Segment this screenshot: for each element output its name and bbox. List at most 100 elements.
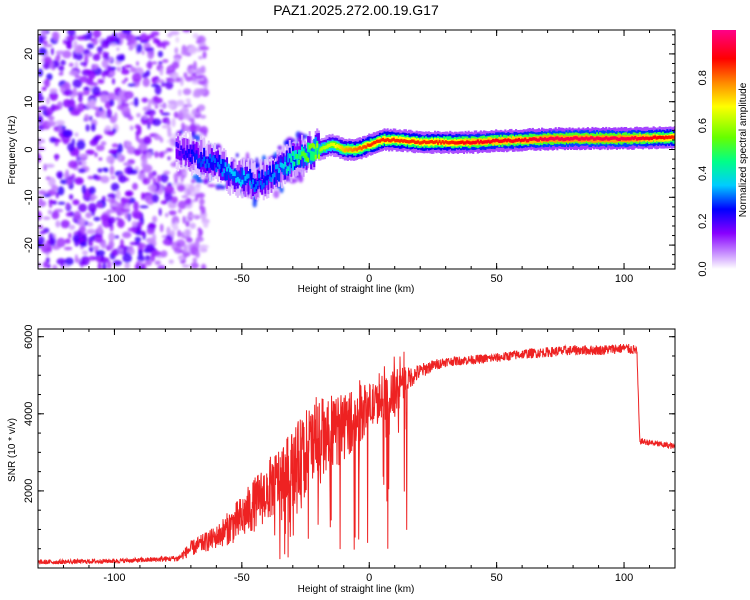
spectrogram-cell: [267, 175, 270, 190]
noise-blob: [173, 111, 179, 119]
noise-blob: [103, 168, 109, 173]
noise-blob: [122, 231, 132, 239]
spectrogram-cell: [314, 136, 317, 152]
noise-blob: [159, 109, 164, 114]
spectrogram-cell: [628, 137, 631, 141]
spectrogram-cell: [250, 184, 253, 189]
spectrogram-cell: [658, 135, 661, 139]
noise-blob: [72, 79, 83, 88]
spectrogram-cell: [403, 139, 406, 143]
x-tick-label: 50: [491, 572, 503, 584]
spectrogram-cell: [247, 173, 250, 179]
spectrogram-cell: [351, 148, 354, 152]
spectrogram-cell: [209, 153, 212, 159]
spectrogram-cell: [319, 148, 322, 152]
spectrogram-cell: [307, 148, 310, 164]
noise-blob: [220, 185, 226, 190]
spectrogram-cell: [223, 168, 226, 174]
noise-blob: [120, 197, 126, 203]
spectrogram-cell: [192, 144, 195, 154]
noise-blob: [175, 77, 182, 83]
spectrogram-cell: [190, 154, 193, 164]
spectrogram-cell: [333, 143, 336, 147]
noise-blob: [184, 229, 191, 237]
noise-blob: [141, 97, 149, 103]
spectrogram-cell: [224, 171, 227, 181]
noise-blob: [159, 137, 164, 143]
spectrogram-cell: [515, 138, 518, 142]
noise-blob: [147, 49, 155, 60]
noise-blob: [68, 160, 78, 169]
noise-blob: [273, 190, 280, 199]
noise-blob: [68, 70, 79, 76]
colorbar-tick-labels: 0.0 0.2 0.4 0.6 0.8: [697, 70, 709, 276]
spectrogram-cell: [510, 139, 513, 143]
noise-blob: [64, 238, 71, 244]
spectrogram-cell: [524, 137, 527, 141]
noise-blob: [136, 61, 139, 66]
noise-blob: [121, 68, 130, 75]
noise-blob: [51, 184, 59, 192]
spectrogram-cell: [279, 162, 282, 168]
noise-blob: [182, 251, 191, 257]
noise-blob: [167, 100, 177, 104]
spectrogram-cell: [661, 135, 664, 139]
noise-blob: [97, 168, 103, 173]
spectrogram-cell: [400, 138, 403, 143]
noise-blob: [108, 232, 115, 242]
noise-blob: [182, 264, 190, 268]
spectrogram-cell: [554, 136, 557, 140]
noise-blob: [139, 205, 149, 209]
spectrogram-cell: [473, 141, 476, 145]
spectrogram-cell: [501, 139, 504, 143]
noise-blob: [188, 45, 198, 55]
spectrogram-cell: [285, 168, 288, 174]
spectrogram-cell: [284, 156, 287, 167]
noise-blob: [92, 53, 101, 61]
spectrogram-cell: [394, 139, 397, 143]
spectrogram-cell: [325, 145, 328, 149]
spectrogram-cell: [437, 138, 440, 145]
spectrogram-cell: [539, 136, 542, 140]
spectrogram-cell: [229, 167, 232, 173]
noise-blob: [89, 115, 93, 121]
noise-blob: [88, 255, 96, 261]
noise-blob: [199, 114, 207, 119]
spectrogram-cell: [440, 141, 443, 145]
spectrogram-cell: [271, 174, 274, 179]
spectrogram-cell: [660, 135, 663, 140]
noise-blob: [126, 146, 136, 155]
spectrogram-cell: [392, 137, 395, 141]
spectrogram-cell: [204, 163, 207, 169]
spectrogram-cell: [244, 175, 247, 197]
noise-blob: [102, 262, 107, 269]
spectrogram-cell: [417, 140, 420, 144]
spectrogram-cell: [646, 136, 649, 140]
noise-blob: [159, 266, 164, 269]
spectrogram-cell: [297, 149, 300, 160]
spectrogram-cell: [249, 169, 252, 179]
spectrogram-cell: [203, 157, 206, 172]
spectrogram-cell: [608, 137, 611, 141]
spectrogram-cell: [380, 138, 383, 142]
spectrogram-cell: [573, 136, 576, 140]
spectrogram-cell: [574, 136, 577, 140]
spectrogram-cell: [643, 137, 646, 141]
spectrogram-cell: [256, 169, 259, 185]
noise-blob: [116, 217, 119, 221]
noise-blob: [42, 30, 47, 38]
noise-blob: [180, 231, 185, 239]
noise-blob: [188, 185, 195, 192]
spectrogram-cell: [612, 136, 615, 140]
spectrogram-cell: [230, 161, 233, 177]
spectrogram-cell: [224, 162, 227, 167]
spectrogram-cell: [443, 141, 446, 145]
noise-blob: [171, 117, 176, 128]
spectrogram-cell: [236, 171, 239, 181]
noise-blob: [101, 59, 109, 68]
noise-blob: [89, 241, 94, 247]
spectrogram-cell: [203, 156, 206, 162]
spectrogram-cell: [499, 139, 502, 143]
spectrogram-cell: [213, 160, 216, 176]
spectrogram-cell: [568, 137, 571, 141]
